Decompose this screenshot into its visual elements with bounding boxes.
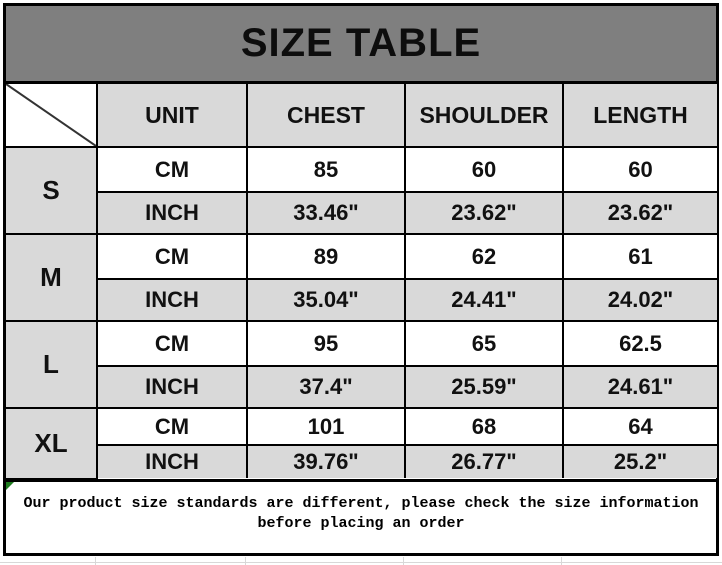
xl-chest-inch: 39.76" [246,444,406,478]
s-length-cm: 60 [562,146,717,193]
l-length-cm: 62.5 [562,320,717,367]
unit-label-inch: INCH [97,365,248,409]
table-row: M CM 89 62 61 [6,233,717,322]
size-table: UNIT CHEST SHOULDER LENGTH S CM 85 60 60… [6,84,717,479]
s-shoulder-inch: 23.62" [404,191,564,235]
xl-shoulder-inch: 26.77" [404,444,564,478]
spreadsheet-gridline [95,557,96,565]
size-label-l: L [6,320,98,409]
diagonal-line [6,84,96,146]
xl-shoulder-cm: 68 [404,407,564,446]
m-length-cm: 61 [562,233,717,280]
page-title: SIZE TABLE [240,21,482,65]
s-chest-inch: 33.46" [246,191,406,235]
size-note: Our product size standards are different… [6,478,716,553]
xl-chest-cm: 101 [246,407,406,446]
size-chart-frame: SIZE TABLE UNIT CHEST SHOULDER LENGTH [3,3,719,556]
l-chest-cm: 95 [246,320,406,367]
l-shoulder-inch: 25.59" [404,365,564,409]
unit-label-cm: CM [96,233,248,280]
table-row: INCH 35.04" 24.41" 24.02" [6,278,717,322]
note-line-1: Our product size standards are different… [23,494,699,512]
l-length-inch: 24.61" [562,365,717,409]
unit-label-cm: CM [96,320,248,367]
spreadsheet-gridline [0,562,722,563]
table-row: INCH 39.76" 26.77" 25.2" [6,444,717,478]
l-shoulder-cm: 65 [404,320,564,367]
column-header-length: LENGTH [562,84,717,148]
unit-label-cm: CM [96,146,248,193]
table-row: L CM 95 65 62.5 [6,320,717,409]
column-header-unit: UNIT [96,84,248,148]
s-length-inch: 23.62" [562,191,717,235]
m-length-inch: 24.02" [562,278,717,322]
unit-label-inch: INCH [97,444,248,478]
m-shoulder-cm: 62 [404,233,564,280]
table-header-row: UNIT CHEST SHOULDER LENGTH [6,84,717,148]
xl-length-cm: 64 [562,407,717,446]
spreadsheet-gridline [403,557,404,565]
l-chest-inch: 37.4" [246,365,406,409]
unit-label-inch: INCH [97,278,248,322]
spreadsheet-gridline [561,557,562,565]
spreadsheet-gridline [245,557,246,565]
column-header-chest: CHEST [246,84,406,148]
title-banner: SIZE TABLE [6,6,716,84]
table-row: INCH 37.4" 25.59" 24.61" [6,365,717,409]
m-chest-inch: 35.04" [246,278,406,322]
cell-comment-marker [6,481,14,490]
column-header-shoulder: SHOULDER [404,84,564,148]
unit-label-cm: CM [96,407,248,446]
s-shoulder-cm: 60 [404,146,564,193]
note-line-2: before placing an order [257,514,465,532]
unit-label-inch: INCH [97,191,248,235]
diagonal-corner-cell [6,84,98,148]
xl-length-inch: 25.2" [562,444,717,478]
table-row: INCH 33.46" 23.62" 23.62" [6,191,717,235]
m-shoulder-inch: 24.41" [404,278,564,322]
m-chest-cm: 89 [246,233,406,280]
s-chest-cm: 85 [246,146,406,193]
size-label-xl: XL [6,407,98,479]
table-row: S CM 85 60 60 [6,146,717,235]
size-label-s: S [6,146,98,235]
size-label-m: M [6,233,98,322]
table-row: XL CM 101 68 64 [6,407,717,479]
